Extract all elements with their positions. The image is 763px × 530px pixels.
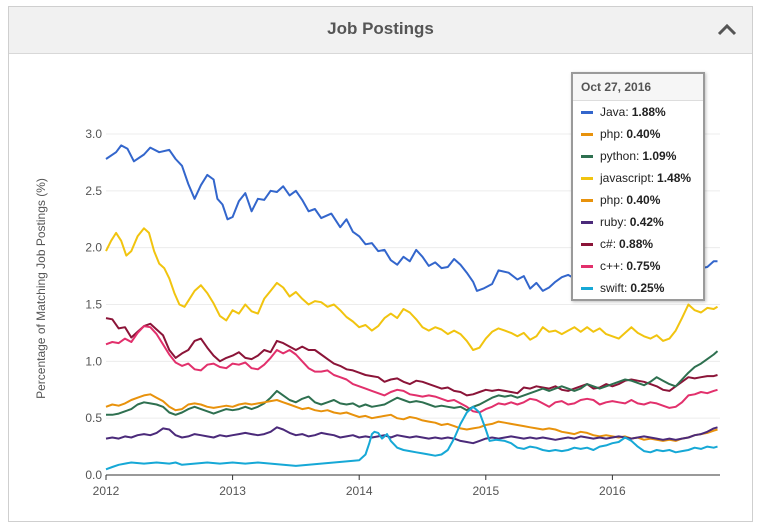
tooltip-row: php: 0.40% — [573, 123, 703, 145]
tooltip-series-name: swift — [600, 281, 624, 295]
y-tick-label: 0.0 — [85, 468, 102, 482]
tooltip-separator: : — [612, 237, 617, 251]
tooltip-series-value: 0.88% — [619, 237, 654, 251]
tooltip-series-name: ruby — [600, 215, 624, 229]
y-tick-label: 2.0 — [85, 241, 102, 255]
panel-title: Job Postings — [327, 19, 434, 38]
tooltip-series-name: php — [600, 127, 621, 141]
tooltip-row: ruby: 0.42% — [573, 211, 703, 233]
tooltip-separator: : — [620, 193, 624, 207]
tooltip-series-value: 1.09% — [642, 149, 677, 163]
x-tick-label: 2012 — [93, 484, 120, 498]
series-line-c — [105, 317, 718, 397]
tooltip-separator: : — [636, 149, 640, 163]
legend-swatch — [581, 133, 593, 136]
tooltip-series-value: 0.25% — [630, 281, 665, 295]
tooltip-series-name: javascript — [600, 171, 651, 185]
tooltip-series-name: c# — [600, 237, 613, 251]
legend-swatch — [581, 243, 593, 246]
tooltip-series-name: c++ — [600, 259, 621, 273]
tooltip-series-value: 0.40% — [626, 193, 661, 207]
tooltip-row: c++: 0.75% — [573, 255, 703, 277]
x-tick-label: 2015 — [472, 484, 499, 498]
tooltip-separator: : — [624, 281, 628, 295]
legend-swatch — [581, 155, 593, 158]
y-tick-label: 1.0 — [85, 354, 102, 368]
tooltip-series-name: Java — [600, 105, 626, 119]
x-tick-label: 2016 — [599, 484, 626, 498]
panel-header: Job Postings — [9, 7, 752, 54]
legend-swatch — [581, 265, 593, 268]
tooltip-series-value: 1.88% — [631, 105, 666, 119]
tooltip-series-value: 0.42% — [629, 215, 664, 229]
hover-tooltip: Oct 27, 2016 Java: 1.88% php: 0.40% python: 1… — [571, 72, 705, 301]
chevron-up-icon[interactable] — [716, 19, 738, 41]
tooltip-series-value: 0.40% — [626, 127, 661, 141]
series-line-ruby — [105, 426, 718, 445]
tooltip-row: c#: 0.88% — [573, 233, 703, 255]
y-axis-label: Percentage of Matching Job Postings (%) — [34, 178, 48, 399]
tooltip-row: php: 0.40% — [573, 189, 703, 211]
tooltip-series-value: 1.48% — [657, 171, 692, 185]
legend-swatch — [581, 199, 593, 202]
tooltip-series-name: python — [600, 149, 637, 163]
y-tick-label: 3.0 — [85, 127, 102, 141]
tooltip-row: Java: 1.88% — [573, 101, 703, 123]
series-line-python — [106, 350, 719, 416]
series-line-swift — [105, 405, 718, 471]
series-line-javascript — [105, 227, 719, 351]
tooltip-separator: : — [650, 171, 655, 185]
tooltip-row: swift: 0.25% — [573, 277, 703, 299]
tooltip-row: javascript: 1.48% — [573, 167, 703, 189]
tooltip-separator: : — [623, 215, 627, 229]
tooltip-series-value: 0.75% — [626, 259, 661, 273]
tooltip-separator: : — [625, 105, 629, 119]
series-line-c — [105, 325, 718, 414]
tooltip-separator: : — [620, 127, 624, 141]
y-tick-label: 1.5 — [85, 298, 102, 312]
tooltip-series-name: php — [600, 193, 621, 207]
tooltip-row: python: 1.09% — [573, 145, 703, 167]
y-tick-label: 0.5 — [85, 411, 102, 425]
tooltip-date: Oct 27, 2016 — [573, 74, 703, 101]
legend-swatch — [581, 111, 593, 114]
legend-swatch — [581, 177, 593, 180]
legend-swatch — [581, 287, 593, 290]
x-tick-label: 2013 — [219, 484, 246, 498]
y-tick-label: 2.5 — [85, 184, 102, 198]
tooltip-separator: : — [620, 259, 624, 273]
x-tick-label: 2014 — [346, 484, 373, 498]
legend-swatch — [581, 221, 593, 224]
